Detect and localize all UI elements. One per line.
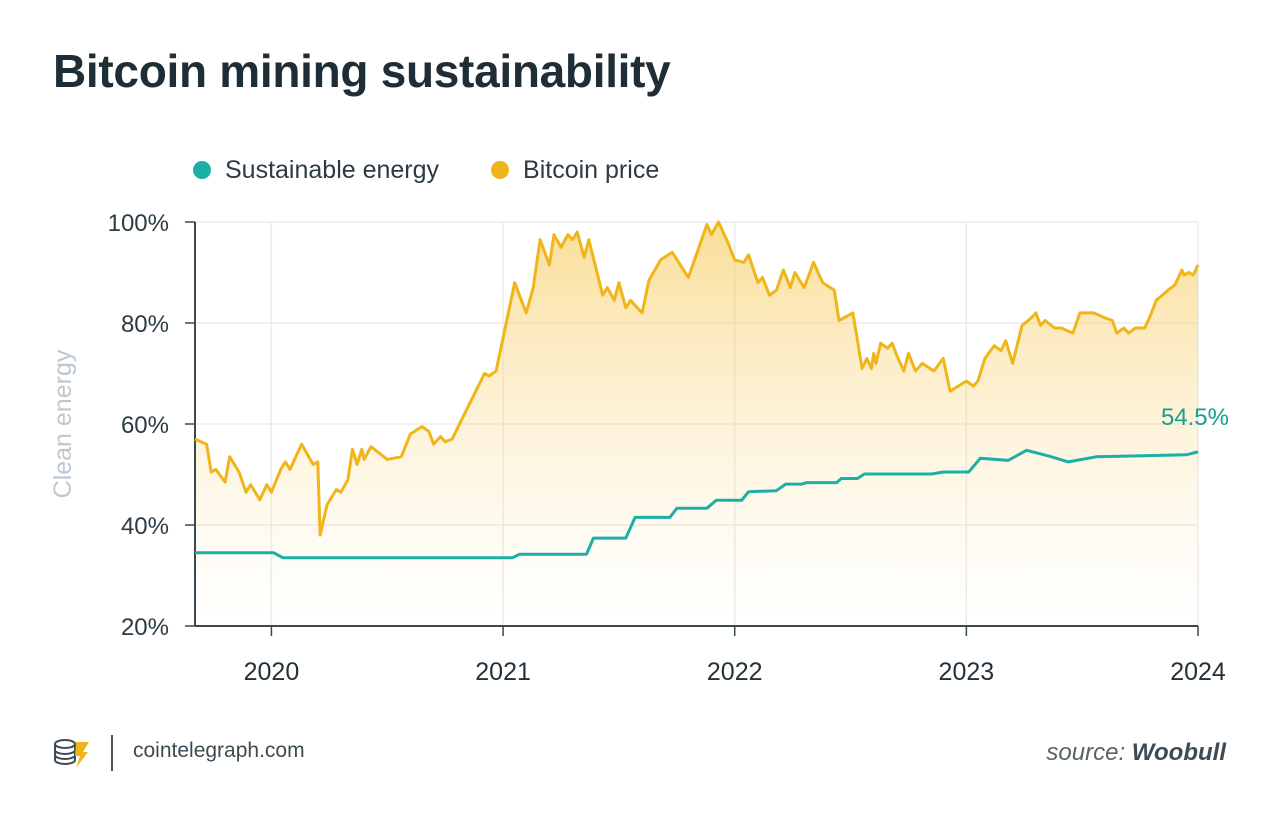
y-tick-label: 20% (121, 614, 169, 641)
sustainable-line (195, 448, 1199, 560)
source-name: Woobull (1131, 739, 1226, 766)
legend-dot-sustainable (193, 161, 211, 179)
y-tick-label: 80% (121, 311, 169, 338)
cointelegraph-logo-icon (52, 736, 92, 777)
y-tick-label: 60% (121, 412, 169, 439)
legend-dot-price (491, 161, 510, 179)
sustainable-end-label: 54.5% (1161, 404, 1229, 431)
footer-divider (111, 735, 113, 771)
legend: Sustainable energy Bitcoin price (193, 152, 659, 188)
x-tick-label: 2020 (244, 658, 300, 686)
y-tick-label: 100% (108, 210, 169, 237)
y-axis-title: Clean energy (49, 349, 77, 498)
label-layer: 20% 40% 60% 80% 100% 2020 2021 2022 2023 2024 Clea… (49, 210, 1229, 686)
chart-title: Bitcoin mining sustainability (53, 45, 671, 97)
y-tick-label: 40% (121, 513, 169, 540)
price-line (194, 220, 1200, 537)
footer-source: source: Woobull (1046, 739, 1226, 767)
price-area (195, 222, 1198, 626)
footer-site[interactable]: cointelegraph.com (133, 739, 305, 762)
area-layer (195, 222, 1198, 626)
legend-label-price: Bitcoin price (523, 155, 660, 184)
legend-label-sustainable: Sustainable energy (225, 155, 440, 184)
x-tick-label: 2022 (707, 658, 763, 686)
axis-layer (185, 221, 1199, 636)
x-tick-label: 2023 (939, 658, 995, 686)
x-tick-label: 2024 (1170, 658, 1226, 686)
series-layer (194, 220, 1200, 560)
x-tick-label: 2021 (475, 658, 531, 686)
legend-item-sustainable: Sustainable energy (193, 156, 439, 185)
source-prefix: source: (1046, 739, 1132, 766)
legend-item-price: Bitcoin price (491, 156, 659, 185)
